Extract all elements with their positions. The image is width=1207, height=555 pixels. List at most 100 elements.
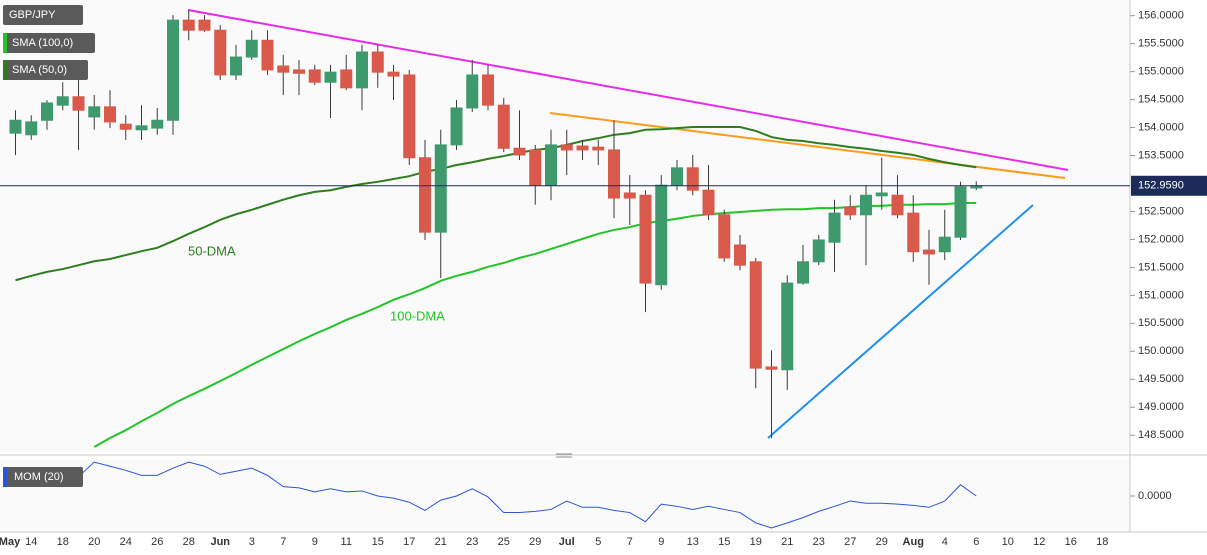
x-tick-label: 19: [750, 536, 762, 548]
candle-body: [104, 106, 116, 123]
legend-swatch: [3, 33, 7, 53]
x-tick-label: 10: [1002, 536, 1014, 548]
candle-body: [686, 167, 699, 191]
candle-body: [938, 236, 951, 253]
candle-body: [214, 29, 227, 76]
candle-body: [25, 121, 38, 136]
annotation: 100-DMA: [390, 308, 445, 323]
x-tick-label: 27: [844, 536, 856, 548]
candle-body: [245, 39, 258, 58]
candle-body: [765, 366, 778, 370]
trend-line: [767, 204, 1034, 439]
x-tick-label: 16: [1065, 536, 1077, 548]
candle-body: [72, 96, 85, 111]
candle-body: [907, 212, 920, 253]
x-tick-label: 21: [781, 536, 793, 548]
x-tick-label: 15: [372, 536, 384, 548]
x-tick-label: Aug: [903, 536, 924, 548]
plot-area: [0, 0, 1130, 452]
legend-label: SMA (100,0): [12, 37, 73, 49]
candle-body: [324, 71, 337, 83]
candle-body: [371, 51, 384, 73]
candle-body: [182, 19, 195, 31]
x-tick-label: 21: [435, 536, 447, 548]
y-tick-label: 149.0000: [1138, 401, 1184, 413]
x-tick-label: 23: [466, 536, 478, 548]
x-tick-label: 7: [280, 536, 286, 548]
y-tick-label: 154.0000: [1138, 121, 1184, 133]
x-tick-label: 12: [1033, 536, 1045, 548]
x-tick-label: 24: [120, 536, 132, 548]
candle-body: [844, 206, 857, 216]
candle-body: [277, 65, 290, 73]
x-tick-label: 23: [813, 536, 825, 548]
y-tick-label: 151.5000: [1138, 261, 1184, 273]
candle-body: [797, 261, 809, 284]
candle-body: [167, 19, 179, 121]
x-tick-label: 7: [627, 536, 633, 548]
candle-body: [812, 239, 825, 263]
candle-body: [608, 149, 620, 199]
y-tick-label: 150.0000: [1138, 345, 1184, 357]
x-tick-label: 28: [183, 536, 195, 548]
candle-body: [655, 184, 668, 286]
y-tick-label: 155.5000: [1138, 38, 1184, 50]
candle-body: [198, 19, 211, 31]
candle-body: [419, 157, 431, 233]
x-tick-label: Jul: [559, 536, 575, 548]
candle-body: [56, 96, 69, 106]
legend-box: [3, 60, 88, 80]
trend-line: [549, 112, 1066, 179]
legend-swatch: [3, 60, 7, 80]
candle-body: [576, 145, 589, 151]
x-tick-label: 4: [942, 536, 948, 548]
x-tick-label: 20: [88, 536, 100, 548]
x-tick-label: 9: [312, 536, 318, 548]
legend-swatch: [3, 467, 7, 487]
x-tick-label: 11: [341, 536, 352, 548]
y-tick-label: 154.5000: [1138, 93, 1184, 105]
annotation: 50-DMA: [188, 243, 236, 258]
legend: GBP/JPY SMA (100,0) SMA (50,0) MOM (20): [3, 5, 95, 487]
candle-body: [135, 125, 148, 131]
y-tick-label: 153.5000: [1138, 149, 1184, 161]
x-tick-label: 18: [57, 536, 69, 548]
candle-body: [387, 71, 400, 77]
candle-body: [702, 189, 715, 216]
y-tick-label: 150.5000: [1138, 317, 1184, 329]
candle-body: [781, 282, 794, 371]
mom-area: [0, 460, 1130, 532]
legend-box: [3, 33, 95, 53]
x-tick-label: Jun: [210, 536, 230, 548]
candle-body: [466, 74, 479, 109]
trend-line: [187, 9, 1069, 171]
candle-body: [356, 51, 368, 89]
candle-body: [151, 119, 164, 129]
x-tick-label: 15: [718, 536, 730, 548]
candle-body: [639, 194, 652, 284]
mom-title: MOM (20): [14, 471, 64, 483]
series-line: [15, 461, 977, 529]
candle-body: [340, 69, 353, 89]
candle-body: [560, 144, 573, 151]
candle-body: [261, 39, 274, 71]
y-tick-label: 151.0000: [1138, 289, 1184, 301]
series-line: [15, 125, 977, 282]
last-price-label: 152.9590: [1138, 180, 1184, 192]
symbol-label: GBP/JPY: [9, 9, 56, 21]
candle-body: [119, 123, 132, 130]
x-tick-label: 14: [25, 536, 37, 548]
legend-box: [3, 467, 83, 487]
candle-body: [9, 119, 22, 134]
x-tick-label: 26: [151, 536, 163, 548]
y-tick-label: 0.0000: [1138, 490, 1172, 502]
candle-body: [403, 74, 416, 159]
candle-body: [954, 186, 967, 238]
candle-body: [671, 167, 683, 186]
x-tick-label: 13: [687, 536, 699, 548]
candle-body: [734, 244, 746, 266]
candle-body: [592, 146, 605, 151]
candle-body: [623, 192, 636, 199]
